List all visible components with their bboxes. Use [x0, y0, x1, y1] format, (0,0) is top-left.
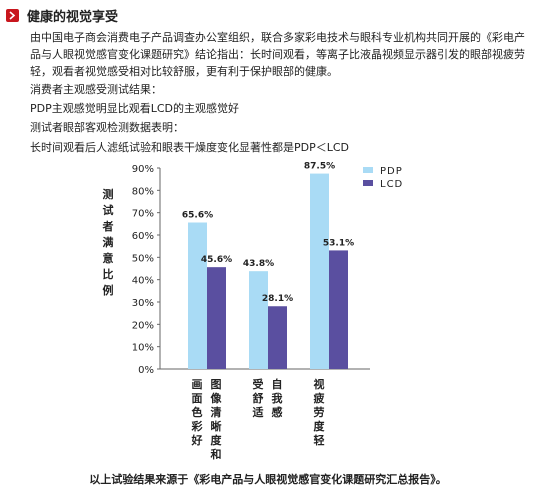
- y-axis-title-char: 测: [103, 187, 114, 201]
- y-tick-label: 60%: [132, 231, 154, 242]
- legend-swatch-lcd: [363, 180, 373, 186]
- bar-lcd: [207, 267, 226, 369]
- data-label: 65.6%: [182, 210, 213, 220]
- objective-result: 长时间观看后人滤纸试验和眼表干燥度变化显著性都是PDP＜LCD: [30, 141, 350, 154]
- objective-heading: 测试者眼部客观检测数据表明：: [30, 121, 184, 134]
- category-label-char: 好: [191, 433, 203, 447]
- legend-swatch-pdp: [363, 167, 373, 173]
- category-label-char: 色: [192, 405, 203, 419]
- y-axis-title-char: 者: [102, 219, 114, 233]
- section-title: 健康的视觉享受: [27, 9, 119, 25]
- data-label: 28.1%: [262, 294, 293, 304]
- category-label-char: 我: [272, 391, 283, 405]
- y-tick-label: 0%: [138, 365, 154, 376]
- bar-lcd: [268, 306, 287, 369]
- category-label-char: 劳: [314, 405, 325, 419]
- category-label-char: 自: [272, 377, 283, 391]
- category-label-char: 像: [211, 391, 223, 405]
- legend-label-lcd: LCD: [380, 179, 403, 190]
- category-label-char: 舒: [253, 391, 264, 405]
- y-tick-label: 70%: [132, 209, 154, 220]
- y-axis-title-char: 满: [103, 235, 114, 249]
- y-tick-label: 90%: [132, 164, 154, 175]
- category-label-char: 疲: [314, 391, 325, 405]
- category-label-char: 受: [253, 377, 264, 391]
- intro-paragraph: 由中国电子商会消费电子产品调查办公室组织，联合多家彩电技术与眼科专业机构共同开展…: [30, 31, 525, 78]
- y-tick-label: 50%: [132, 253, 154, 264]
- category-label-char: 度: [211, 433, 223, 447]
- y-tick-label: 30%: [132, 298, 154, 309]
- y-tick-label: 10%: [132, 343, 154, 354]
- category-label-char: 视: [314, 377, 325, 391]
- data-label: 45.6%: [201, 255, 232, 265]
- category-label-char: 和: [211, 447, 222, 461]
- category-label-char: 图: [211, 378, 222, 391]
- source-note: 以上试验结果来源于《彩电产品与人眼视觉感官变化课题研究汇总报告》。: [89, 473, 447, 486]
- bar-pdp: [188, 222, 207, 369]
- data-label: 87.5%: [304, 162, 335, 172]
- category-label-char: 面: [192, 392, 203, 405]
- category-label-char: 画: [192, 378, 203, 391]
- y-axis-title-char: 意: [103, 251, 114, 265]
- category-label-char: 适: [253, 405, 264, 419]
- y-axis-title-char: 试: [103, 203, 114, 217]
- subjective-result: PDP主观感觉明显比观看LCD的主观感觉好: [30, 102, 240, 115]
- y-axis-title-char: 比: [103, 267, 114, 281]
- category-label-char: 度: [314, 419, 326, 433]
- category-label-char: 晰: [211, 419, 222, 433]
- bar-pdp: [249, 271, 268, 369]
- category-label-char: 感: [272, 405, 283, 419]
- subjective-heading: 消费者主观感受测试结果：: [30, 83, 162, 96]
- data-label: 43.8%: [243, 259, 274, 269]
- chevron-right-icon: [6, 8, 19, 22]
- y-tick-label: 40%: [132, 276, 154, 287]
- section-header: 健康的视觉享受: [6, 6, 119, 25]
- bar-lcd: [329, 250, 348, 369]
- y-axis-title-char: 例: [103, 283, 114, 297]
- legend-label-pdp: PDP: [380, 166, 403, 177]
- category-label-char: 彩: [191, 419, 203, 433]
- data-label: 53.1%: [323, 238, 354, 248]
- bar-pdp: [310, 173, 329, 369]
- category-label-char: 清: [211, 405, 222, 419]
- y-tick-label: 20%: [132, 320, 154, 331]
- category-label-char: 轻: [314, 433, 325, 447]
- y-tick-label: 80%: [132, 186, 154, 197]
